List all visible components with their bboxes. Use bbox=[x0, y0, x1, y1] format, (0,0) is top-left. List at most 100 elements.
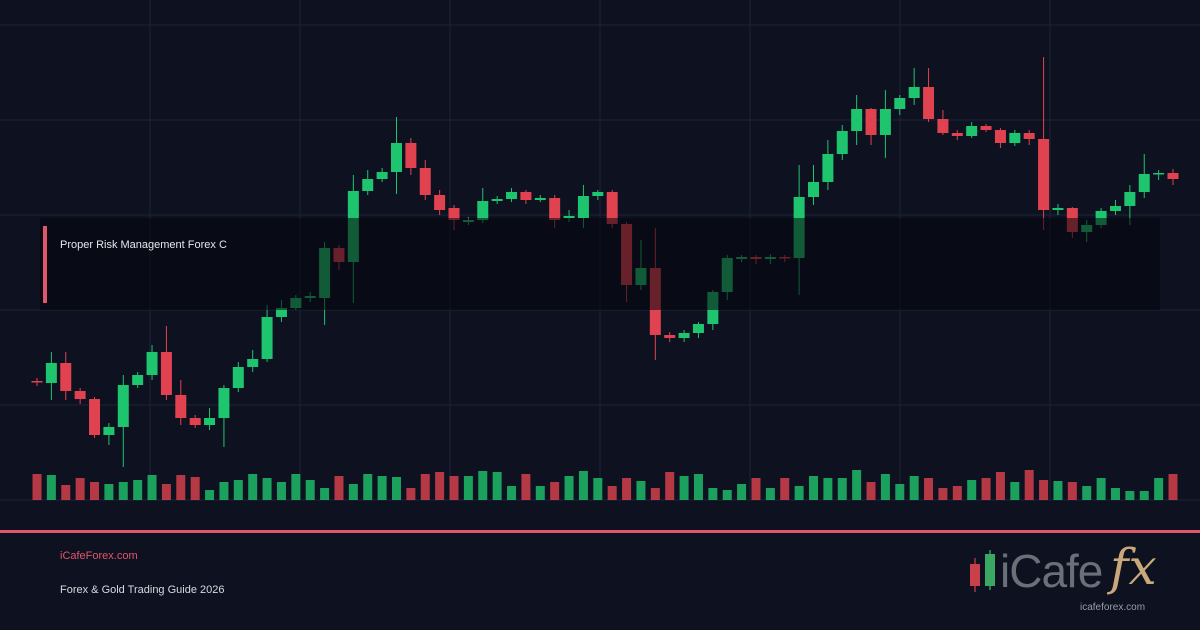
volume-bar bbox=[722, 490, 732, 500]
volume-bar bbox=[248, 474, 258, 500]
candle-body bbox=[506, 192, 518, 199]
volume-bar bbox=[636, 481, 646, 500]
volume-bar bbox=[665, 472, 675, 500]
volume-bar bbox=[161, 484, 171, 500]
volume-bar bbox=[363, 474, 373, 500]
volume-bar bbox=[679, 476, 689, 500]
volume-bar bbox=[924, 478, 934, 500]
volume-bar bbox=[492, 472, 502, 500]
logo-url: icafeforex.com bbox=[1080, 602, 1146, 613]
candle-body bbox=[980, 126, 992, 130]
candle-body bbox=[1124, 192, 1136, 206]
candle-body bbox=[31, 381, 43, 383]
volume-bar bbox=[737, 484, 747, 500]
volume-bar bbox=[995, 472, 1005, 500]
candle-body bbox=[692, 324, 704, 333]
volume-bar bbox=[1096, 478, 1106, 500]
candle-body bbox=[261, 317, 273, 359]
candle-body bbox=[937, 119, 949, 133]
volume-bar bbox=[895, 484, 905, 500]
volume-bar bbox=[32, 474, 42, 500]
candle-body bbox=[923, 87, 935, 119]
candle-body bbox=[808, 182, 820, 197]
volume-bar bbox=[507, 486, 517, 500]
candle-body bbox=[592, 192, 604, 196]
logo-text: iCafe bbox=[1000, 545, 1103, 597]
candle-body bbox=[218, 388, 230, 418]
candle-body bbox=[275, 308, 287, 317]
candle-body bbox=[477, 201, 489, 220]
candle-body bbox=[822, 154, 834, 182]
candle-body bbox=[189, 418, 201, 425]
volume-bar bbox=[607, 486, 617, 500]
volume-bar bbox=[219, 482, 229, 500]
candle-body bbox=[836, 131, 848, 154]
volume-bar bbox=[708, 488, 718, 500]
candle-body bbox=[908, 87, 920, 98]
candle-body bbox=[1109, 206, 1121, 211]
candle-body bbox=[563, 216, 575, 218]
candle-body bbox=[160, 352, 172, 395]
volume-bar bbox=[305, 480, 315, 500]
candle-body bbox=[1167, 173, 1179, 179]
candle-body bbox=[851, 109, 863, 131]
candle-body bbox=[865, 109, 877, 135]
volume-bar bbox=[406, 488, 416, 500]
volume-bar bbox=[348, 484, 358, 500]
volume-bar bbox=[463, 476, 473, 500]
volume-bar bbox=[909, 476, 919, 500]
volume-bar bbox=[852, 470, 862, 500]
volume-bar bbox=[952, 486, 962, 500]
candle-body bbox=[89, 399, 101, 435]
volume-bar bbox=[377, 476, 387, 500]
volume-bar bbox=[449, 476, 459, 500]
headline: Proper Risk Management Forex C bbox=[60, 239, 227, 251]
candle-body bbox=[103, 427, 115, 435]
volume-bar bbox=[90, 482, 100, 500]
candle-body bbox=[664, 335, 676, 338]
candle-body bbox=[1009, 133, 1021, 143]
volume-bar bbox=[1168, 474, 1178, 500]
volume-bar bbox=[1154, 478, 1164, 500]
volume-bar bbox=[650, 488, 660, 500]
volume-bar bbox=[765, 488, 775, 500]
volume-bar bbox=[420, 474, 430, 500]
candle-body bbox=[45, 363, 57, 383]
candle-body bbox=[204, 418, 216, 425]
volume-bar bbox=[823, 478, 833, 500]
candle-body bbox=[491, 199, 503, 201]
volume-bar bbox=[564, 476, 574, 500]
volume-bar bbox=[1067, 482, 1077, 500]
volume-bar bbox=[1010, 482, 1020, 500]
volume-bar bbox=[938, 488, 948, 500]
candle-body bbox=[894, 98, 906, 109]
candle-body bbox=[405, 143, 417, 168]
volume-bar bbox=[866, 482, 876, 500]
volume-bar bbox=[276, 482, 286, 500]
volume-bar bbox=[291, 474, 301, 500]
candle-body bbox=[577, 196, 589, 218]
candle-body bbox=[390, 143, 402, 172]
volume-bar bbox=[1110, 488, 1120, 500]
candle-body bbox=[1138, 174, 1150, 192]
candle-body bbox=[376, 172, 388, 179]
candle-body bbox=[117, 385, 129, 427]
volume-bar bbox=[391, 477, 401, 500]
candle-body bbox=[1023, 133, 1035, 139]
candle-body bbox=[146, 352, 158, 375]
volume-bar bbox=[133, 480, 143, 500]
volume-bar bbox=[780, 478, 790, 500]
volume-bar bbox=[61, 485, 71, 500]
volume-bar bbox=[478, 471, 488, 500]
candle-body bbox=[247, 359, 259, 367]
candle-body bbox=[74, 391, 86, 399]
candle-body bbox=[448, 208, 460, 220]
volume-bar bbox=[320, 488, 330, 500]
volume-bar bbox=[176, 475, 186, 500]
volume-bar bbox=[1024, 470, 1034, 500]
headline-panel: Proper Risk Management Forex C bbox=[40, 218, 1160, 310]
candle-body bbox=[549, 198, 561, 220]
volume-bar bbox=[981, 478, 991, 500]
candle-body bbox=[994, 130, 1006, 143]
